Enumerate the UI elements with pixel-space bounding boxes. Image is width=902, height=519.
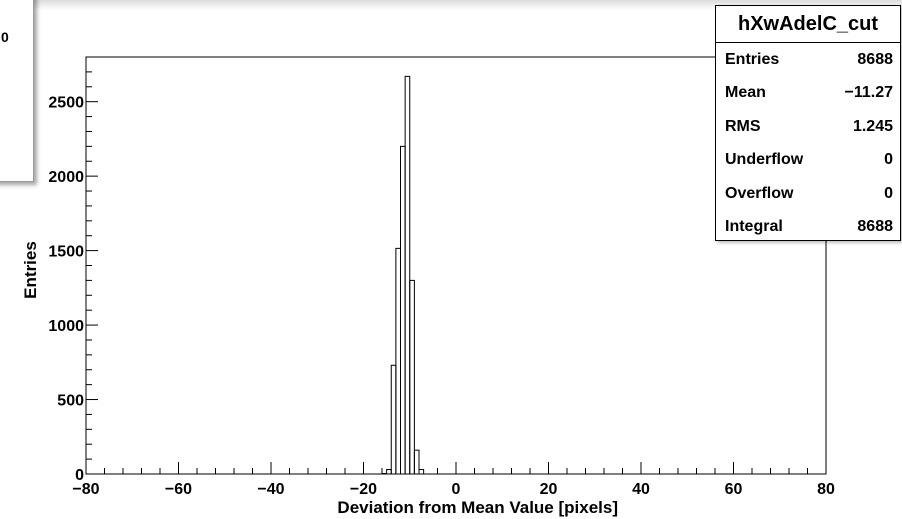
y-tick-label: 2500 xyxy=(48,95,84,112)
histogram-bin xyxy=(400,145,406,475)
histogram-bars xyxy=(381,75,425,475)
stats-value: 0 xyxy=(884,184,893,202)
stats-row-rms: RMS 1.245 xyxy=(716,110,900,144)
stats-row-entries: Entries 8688 xyxy=(716,43,900,77)
stats-label: Overflow xyxy=(725,184,794,202)
x-axis-title: Deviation from Mean Value [pixels] xyxy=(337,498,618,517)
stats-label: RMS xyxy=(725,117,761,135)
histogram-bin xyxy=(395,247,401,475)
histogram-bin xyxy=(404,75,411,475)
y-tick-label: 0 xyxy=(75,467,84,484)
histogram-bin xyxy=(409,279,415,475)
x-tick-label: −80 xyxy=(72,481,99,498)
stats-label: Underflow xyxy=(725,151,804,169)
stats-row-mean: Mean −11.27 xyxy=(716,77,900,111)
stats-label: Entries xyxy=(725,50,780,68)
x-tick-label: −60 xyxy=(165,481,192,498)
stats-value: −11.27 xyxy=(844,84,894,102)
histogram-bin xyxy=(418,469,425,475)
x-tick-label: 80 xyxy=(817,481,835,498)
window-top-strip xyxy=(0,0,902,10)
stats-value: 1.245 xyxy=(852,117,893,135)
y-tick-label: 500 xyxy=(57,393,84,410)
x-tick-label: −20 xyxy=(350,481,377,498)
x-tick-label: 0 xyxy=(452,481,461,498)
stats-value: 0 xyxy=(884,151,893,169)
x-axis-ticks: −80 −60 −40 −20 0 20 40 60 80 xyxy=(72,462,835,498)
panel-value-fragment: 0 xyxy=(1,29,9,45)
stats-row-overflow: Overflow 0 xyxy=(716,177,900,211)
histogram-bin xyxy=(386,469,392,475)
x-tick-label: 20 xyxy=(540,481,558,498)
stats-label: Integral xyxy=(725,218,783,236)
y-axis-title: Entries xyxy=(21,241,40,299)
stats-title: hXwAdelC_cut xyxy=(716,6,900,43)
stats-row-integral: Integral 8688 xyxy=(716,211,900,245)
x-tick-label: 60 xyxy=(725,481,743,498)
y-axis-ticks: 0 500 1000 1500 2000 2500 xyxy=(48,56,98,484)
y-tick-label: 1000 xyxy=(48,318,84,335)
x-tick-label: −40 xyxy=(257,481,284,498)
stats-box[interactable]: hXwAdelC_cut Entries 8688 Mean −11.27 RM… xyxy=(715,5,901,241)
y-tick-label: 1500 xyxy=(48,244,84,261)
histogram-bin xyxy=(390,364,397,475)
stats-label: Mean xyxy=(725,84,766,102)
stats-row-underflow: Underflow 0 xyxy=(716,144,900,178)
overlapping-panel[interactable]: 0 xyxy=(0,0,34,182)
stats-value: 8688 xyxy=(857,50,893,68)
stats-value: 8688 xyxy=(857,218,893,236)
histogram-bin xyxy=(413,449,420,475)
x-tick-label: 40 xyxy=(632,481,650,498)
y-tick-label: 2000 xyxy=(48,169,84,186)
